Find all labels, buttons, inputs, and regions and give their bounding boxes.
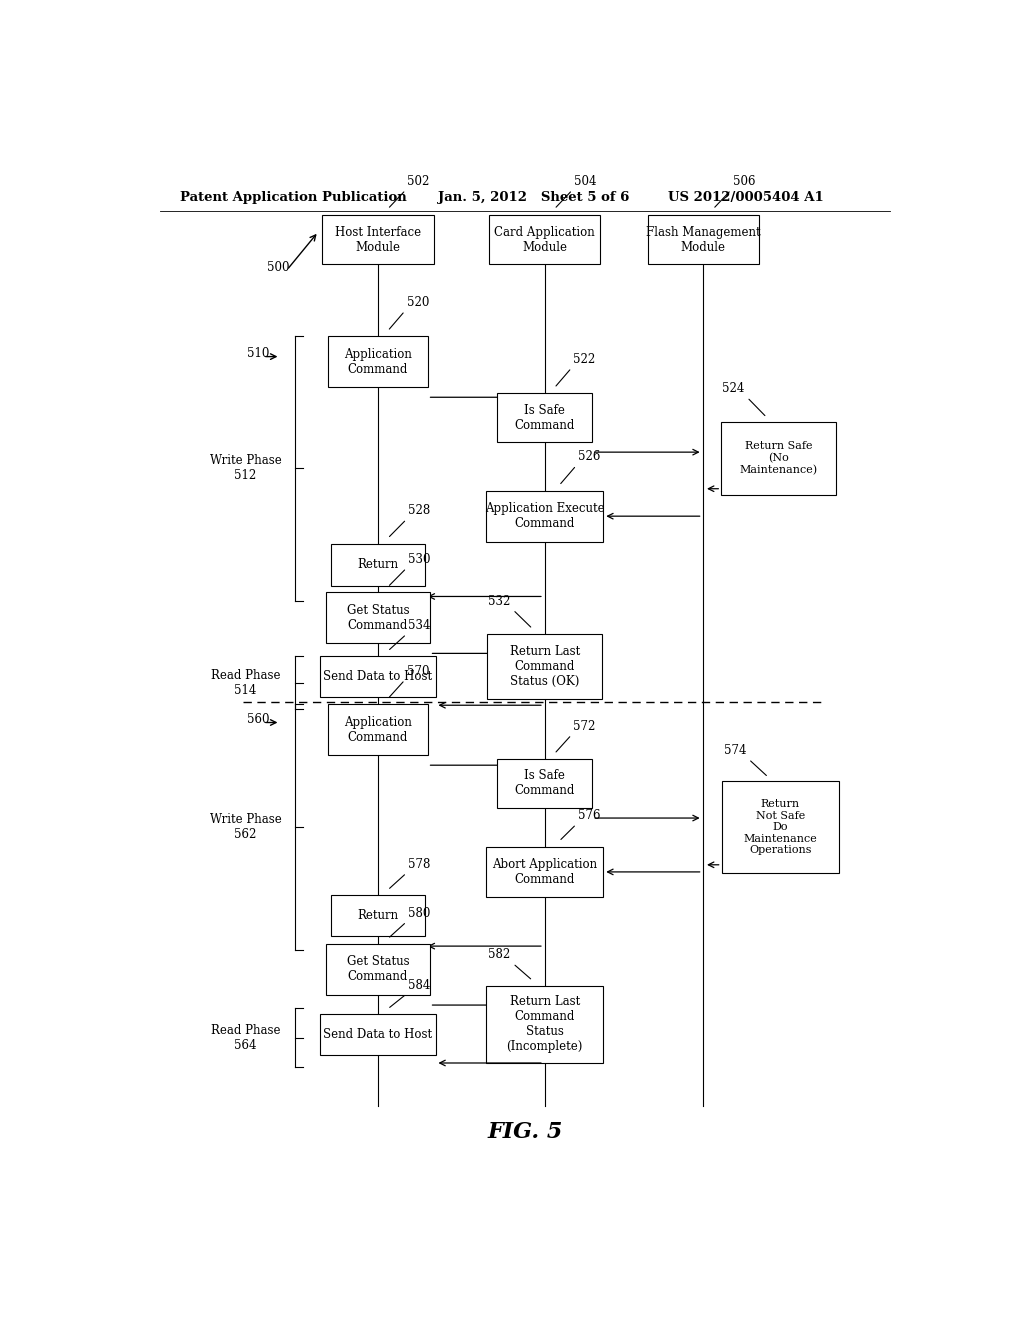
Text: 506: 506	[733, 174, 756, 187]
FancyBboxPatch shape	[648, 215, 759, 264]
FancyBboxPatch shape	[329, 337, 428, 387]
Text: 504: 504	[574, 174, 597, 187]
FancyBboxPatch shape	[331, 544, 425, 586]
Text: Application
Command: Application Command	[344, 347, 412, 376]
FancyBboxPatch shape	[486, 491, 603, 541]
FancyBboxPatch shape	[327, 944, 430, 995]
FancyBboxPatch shape	[321, 1014, 435, 1055]
Text: US 2012/0005404 A1: US 2012/0005404 A1	[668, 190, 823, 203]
Text: Return
Not Safe
Do
Maintenance
Operations: Return Not Safe Do Maintenance Operation…	[743, 799, 817, 855]
Text: Application Execute
Command: Application Execute Command	[484, 502, 604, 531]
FancyBboxPatch shape	[486, 986, 603, 1063]
Text: 560: 560	[247, 713, 269, 726]
Text: 574: 574	[724, 744, 746, 758]
FancyBboxPatch shape	[497, 393, 592, 442]
Text: 528: 528	[409, 504, 430, 517]
Text: 522: 522	[573, 352, 596, 366]
Text: Card Application
Module: Card Application Module	[495, 226, 595, 253]
Text: 510: 510	[247, 347, 269, 360]
Text: Read Phase
514: Read Phase 514	[211, 669, 281, 697]
FancyBboxPatch shape	[487, 634, 602, 700]
Text: 576: 576	[578, 809, 600, 822]
Text: 500: 500	[267, 260, 290, 273]
Text: Return Last
Command
Status (OK): Return Last Command Status (OK)	[510, 645, 580, 688]
Text: 534: 534	[409, 619, 431, 632]
Text: Abort Application
Command: Abort Application Command	[493, 858, 597, 886]
FancyBboxPatch shape	[323, 215, 433, 264]
Text: Return: Return	[357, 558, 398, 572]
Text: Read Phase
564: Read Phase 564	[211, 1023, 281, 1052]
Text: Is Safe
Command: Is Safe Command	[514, 770, 574, 797]
FancyBboxPatch shape	[327, 593, 430, 643]
FancyBboxPatch shape	[331, 895, 425, 936]
Text: 524: 524	[722, 383, 744, 395]
Text: Send Data to Host: Send Data to Host	[324, 1028, 432, 1041]
Text: 532: 532	[488, 594, 511, 607]
Text: 584: 584	[409, 979, 430, 991]
Text: 578: 578	[409, 858, 430, 871]
Text: Return Safe
(No
Maintenance): Return Safe (No Maintenance)	[739, 441, 818, 475]
Text: Host Interface
Module: Host Interface Module	[335, 226, 421, 253]
FancyBboxPatch shape	[722, 781, 839, 873]
Text: Patent Application Publication: Patent Application Publication	[179, 190, 407, 203]
FancyBboxPatch shape	[497, 759, 592, 808]
Text: Write Phase
512: Write Phase 512	[210, 454, 282, 482]
Text: Get Status
Command: Get Status Command	[347, 603, 410, 632]
Text: 572: 572	[573, 719, 596, 733]
Text: Is Safe
Command: Is Safe Command	[514, 404, 574, 432]
Text: Application
Command: Application Command	[344, 715, 412, 743]
Text: 526: 526	[578, 450, 600, 463]
Text: FIG. 5: FIG. 5	[487, 1121, 562, 1143]
Text: Send Data to Host: Send Data to Host	[324, 671, 432, 684]
Text: 580: 580	[409, 907, 430, 920]
Text: Get Status
Command: Get Status Command	[347, 956, 410, 983]
FancyBboxPatch shape	[329, 704, 428, 755]
Text: 570: 570	[407, 665, 429, 677]
Text: 530: 530	[409, 553, 431, 566]
FancyBboxPatch shape	[486, 846, 603, 898]
FancyBboxPatch shape	[321, 656, 435, 697]
FancyBboxPatch shape	[721, 421, 837, 495]
Text: Jan. 5, 2012   Sheet 5 of 6: Jan. 5, 2012 Sheet 5 of 6	[437, 190, 629, 203]
Text: 520: 520	[407, 296, 429, 309]
Text: Return Last
Command
Status
(Incomplete): Return Last Command Status (Incomplete)	[507, 995, 583, 1053]
Text: Flash Management
Module: Flash Management Module	[646, 226, 761, 253]
Text: 502: 502	[408, 174, 430, 187]
Text: Return: Return	[357, 909, 398, 923]
Text: Write Phase
562: Write Phase 562	[210, 813, 282, 841]
Text: 582: 582	[488, 948, 511, 961]
FancyBboxPatch shape	[489, 215, 600, 264]
